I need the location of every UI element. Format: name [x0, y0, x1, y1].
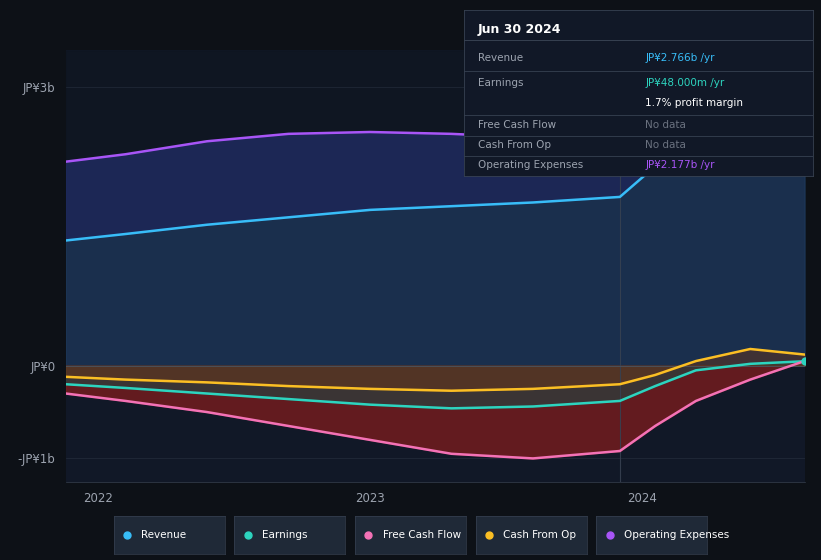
Text: Earnings: Earnings — [262, 530, 308, 540]
Text: No data: No data — [645, 139, 686, 150]
Text: Free Cash Flow: Free Cash Flow — [383, 530, 461, 540]
Text: JP¥2.766b /yr: JP¥2.766b /yr — [645, 53, 715, 63]
Text: Operating Expenses: Operating Expenses — [478, 160, 583, 170]
Text: 1.7% profit margin: 1.7% profit margin — [645, 98, 743, 108]
Text: Cash From Op: Cash From Op — [478, 139, 551, 150]
Text: JP¥2.177b /yr: JP¥2.177b /yr — [645, 160, 715, 170]
Text: Earnings: Earnings — [478, 78, 523, 88]
Text: Operating Expenses: Operating Expenses — [624, 530, 729, 540]
Text: JP¥48.000m /yr: JP¥48.000m /yr — [645, 78, 725, 88]
Text: Jun 30 2024: Jun 30 2024 — [478, 23, 562, 36]
Text: Free Cash Flow: Free Cash Flow — [478, 120, 556, 130]
Text: No data: No data — [645, 120, 686, 130]
Text: Cash From Op: Cash From Op — [503, 530, 576, 540]
Text: Revenue: Revenue — [478, 53, 523, 63]
Text: Revenue: Revenue — [141, 530, 186, 540]
